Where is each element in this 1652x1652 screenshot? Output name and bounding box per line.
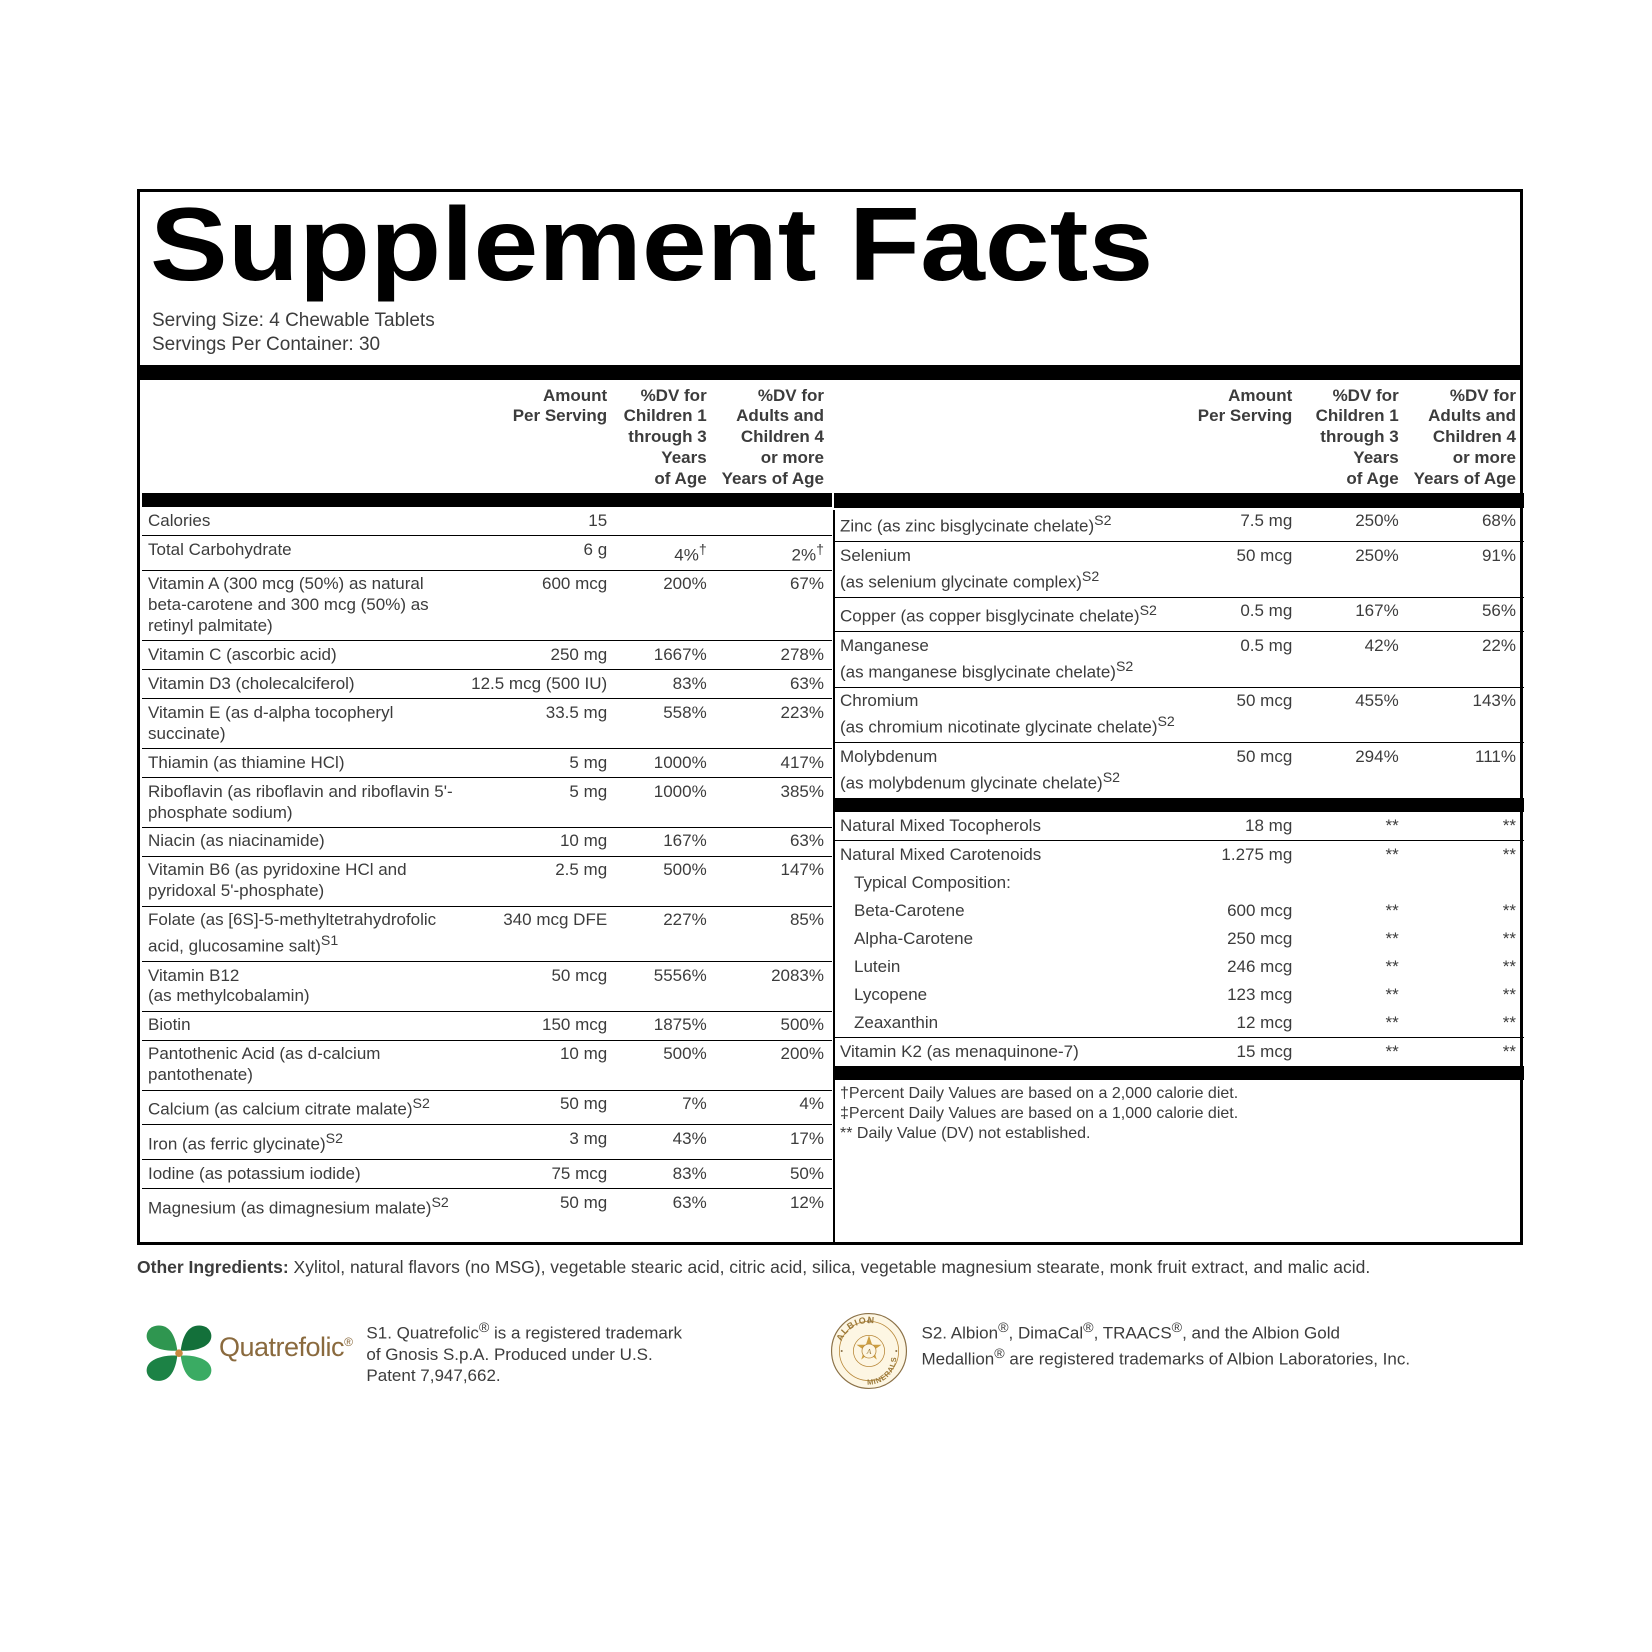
svg-text:A: A	[865, 1347, 871, 1356]
